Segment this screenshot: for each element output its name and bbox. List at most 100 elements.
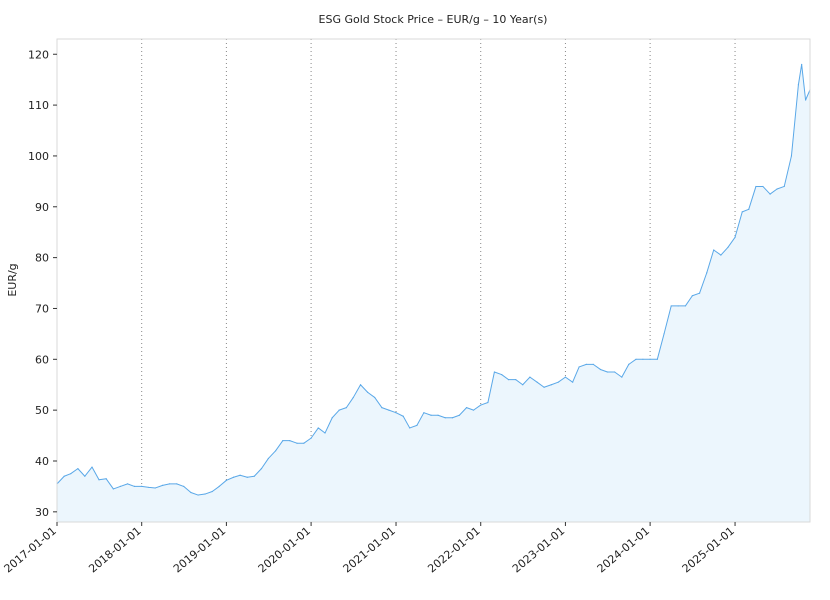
x-tick-label: 2025-01-01 xyxy=(680,524,737,575)
y-tick-label: 40 xyxy=(35,455,49,468)
data-point xyxy=(225,479,227,481)
data-point xyxy=(204,493,206,495)
data-point xyxy=(289,440,291,442)
y-tick-label: 110 xyxy=(28,99,49,112)
plot-frame xyxy=(56,38,811,523)
data-point xyxy=(63,475,65,477)
data-point xyxy=(232,476,235,478)
data-point xyxy=(260,468,263,470)
data-point xyxy=(176,483,178,485)
data-point xyxy=(493,371,496,373)
data-point xyxy=(628,363,630,365)
data-point xyxy=(472,409,475,411)
data-point xyxy=(402,415,404,417)
data-point xyxy=(507,379,510,381)
data-point xyxy=(141,485,143,488)
data-point xyxy=(98,479,100,481)
x-tick-label: 2019-01-01 xyxy=(171,524,228,575)
data-point xyxy=(578,366,580,368)
data-point xyxy=(727,246,729,249)
data-point xyxy=(734,236,736,238)
data-point xyxy=(670,305,672,307)
y-tick-label: 100 xyxy=(28,150,49,163)
data-point xyxy=(465,407,468,409)
data-point xyxy=(154,487,156,489)
data-point xyxy=(635,358,637,360)
data-point xyxy=(585,363,587,365)
data-point xyxy=(91,466,93,468)
data-point xyxy=(529,376,531,378)
data-point xyxy=(522,384,524,386)
data-point xyxy=(218,485,220,488)
data-point xyxy=(119,485,121,488)
data-point xyxy=(423,412,425,414)
data-point xyxy=(161,484,164,486)
x-tick-label: 2021-01-01 xyxy=(341,524,398,575)
data-point xyxy=(599,368,602,371)
data-point xyxy=(543,386,545,388)
y-tick-label: 80 xyxy=(35,252,49,265)
data-point xyxy=(133,485,136,488)
data-point xyxy=(148,486,150,489)
y-tick-label: 60 xyxy=(35,353,49,366)
data-point xyxy=(790,155,793,157)
y-tick-label: 70 xyxy=(35,302,49,315)
data-point xyxy=(614,371,616,373)
data-point xyxy=(713,249,715,251)
data-point xyxy=(444,417,446,419)
data-point xyxy=(691,295,693,297)
data-point xyxy=(550,384,552,386)
y-axis-label: EUR/g xyxy=(6,263,19,296)
data-point xyxy=(388,409,390,411)
data-point xyxy=(183,485,185,488)
x-tick-label: 2024-01-01 xyxy=(595,524,652,575)
data-point xyxy=(77,468,79,470)
data-point xyxy=(451,417,454,419)
data-point xyxy=(649,358,651,360)
data-point xyxy=(720,254,722,256)
data-point xyxy=(395,412,397,414)
data-point xyxy=(755,185,757,188)
data-point xyxy=(352,396,354,399)
data-point xyxy=(783,185,785,188)
data-point xyxy=(409,427,411,429)
data-point xyxy=(706,272,708,274)
data-point xyxy=(84,475,86,477)
data-point xyxy=(536,381,538,383)
data-point xyxy=(359,384,362,386)
data-point xyxy=(416,424,418,426)
x-tick-label: 2017-01-01 xyxy=(2,524,59,575)
data-point xyxy=(197,494,199,496)
data-point xyxy=(698,292,701,294)
data-point xyxy=(501,373,503,376)
data-point xyxy=(769,193,771,195)
grid-lines xyxy=(141,39,736,522)
data-point xyxy=(621,376,623,378)
data-point xyxy=(324,432,326,434)
data-point xyxy=(296,442,298,444)
data-point xyxy=(797,84,799,86)
data-point xyxy=(572,381,574,383)
data-point xyxy=(656,358,658,360)
price-area xyxy=(56,63,811,523)
data-point xyxy=(804,99,807,101)
chart-title: ESG Gold Stock Price – EUR/g – 10 Year(s… xyxy=(319,13,548,26)
data-point xyxy=(487,401,489,404)
data-point xyxy=(345,407,347,409)
series-area-fill xyxy=(57,64,810,523)
data-point xyxy=(374,396,376,399)
data-point xyxy=(458,414,460,416)
data-point xyxy=(748,208,750,210)
data-point xyxy=(168,483,171,485)
data-point xyxy=(246,476,248,478)
data-point xyxy=(606,371,609,373)
x-axis: 2017-01-01 2018-01-01 2019-01-01 2020-01-01… xyxy=(2,522,737,575)
data-point xyxy=(480,404,482,406)
y-tick-label: 30 xyxy=(35,506,49,519)
data-point xyxy=(317,427,319,429)
x-tick-label: 2020-01-01 xyxy=(256,524,313,575)
data-point xyxy=(105,478,107,480)
data-point xyxy=(253,475,255,477)
data-point xyxy=(776,188,778,190)
